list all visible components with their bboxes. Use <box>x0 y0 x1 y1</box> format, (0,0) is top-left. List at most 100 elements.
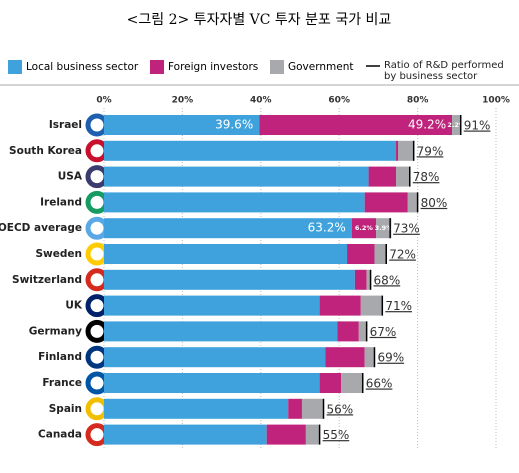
bar-segment <box>104 295 320 316</box>
legend-label: Local business sector <box>26 61 139 73</box>
x-tick-label: 0% <box>96 96 111 106</box>
ratio-label: 68% <box>374 273 401 287</box>
y-tick-label: France <box>42 377 82 389</box>
chart-title: <그림 2> 투자자별 VC 투자 분포 국가 비교 <box>127 12 392 28</box>
x-tick-label: 100% <box>482 96 510 106</box>
legend-label: Government <box>288 61 353 73</box>
bar-segment <box>396 166 410 187</box>
bar-segment <box>368 166 397 187</box>
ratio-label: 73% <box>393 222 420 236</box>
legend-swatch <box>270 60 284 74</box>
legend-swatch <box>8 60 22 74</box>
bar-segment <box>351 218 377 239</box>
bar-segment <box>319 373 342 393</box>
x-tick-label: 40% <box>250 96 272 106</box>
y-tick-label: Sweden <box>36 248 83 260</box>
bar-segment <box>104 166 369 187</box>
bar-segment <box>337 321 359 342</box>
ratio-label: 69% <box>377 351 404 365</box>
ratio-label: 56% <box>327 402 354 416</box>
flag-icon <box>85 242 109 266</box>
flag-icon <box>85 371 109 395</box>
legend-label: Foreign investors <box>168 61 258 73</box>
bar-segment <box>347 244 375 264</box>
flag-icon <box>85 345 109 369</box>
bar-segment <box>376 218 392 239</box>
ratio-label: 80% <box>421 196 448 210</box>
bar-segment <box>396 140 398 161</box>
bar-segment <box>364 192 408 213</box>
bar-segment <box>104 373 320 393</box>
flag-icon <box>85 113 109 137</box>
x-tick-label: 60% <box>328 96 350 106</box>
ratio-label: 71% <box>385 299 412 313</box>
ratio-label: 67% <box>370 325 397 339</box>
bar-segment <box>358 321 367 342</box>
bar-segment <box>288 398 302 419</box>
bar-segment <box>360 295 383 316</box>
bar-segment <box>104 192 365 213</box>
flag-icon <box>85 268 109 292</box>
ratio-label: 72% <box>389 248 416 262</box>
value-label: 49.2% <box>408 118 446 132</box>
value-label: 39.6% <box>215 118 253 132</box>
flag-icon <box>85 423 109 447</box>
bar-segment <box>341 373 363 393</box>
bar-segment <box>301 398 324 419</box>
flag-icon <box>85 294 109 318</box>
y-tick-label: Israel <box>49 119 82 131</box>
y-tick-label: Germany <box>29 325 82 337</box>
flag-icon <box>85 319 109 343</box>
value-label: 3.9% <box>375 224 394 232</box>
bar-segment <box>354 269 367 290</box>
ratio-label: 66% <box>366 377 393 391</box>
bar-segment <box>266 424 306 445</box>
y-tick-label: OECD average <box>0 222 82 234</box>
bar-segment <box>104 140 397 161</box>
bar-segment <box>104 269 355 290</box>
x-tick-label: 80% <box>407 96 429 106</box>
ratio-label: 55% <box>323 428 350 442</box>
x-tick-label: 20% <box>172 96 194 106</box>
bar-segment <box>407 192 418 213</box>
bar-segment <box>325 347 365 368</box>
bar-segment <box>104 321 338 342</box>
y-tick-label: Canada <box>38 429 82 441</box>
bar-segment <box>104 398 289 419</box>
bar-segment <box>374 244 387 264</box>
bar-segment <box>104 244 348 264</box>
bar-segment <box>305 424 320 445</box>
bar-segment <box>364 347 375 368</box>
y-tick-label: Ireland <box>40 196 82 208</box>
ratio-label: 91% <box>464 119 491 133</box>
y-tick-label: Switzerland <box>12 274 82 286</box>
bar-segment <box>398 140 414 161</box>
y-tick-label: UK <box>65 300 83 312</box>
flag-icon <box>85 190 109 214</box>
legend-label-wrap: Ratio of R&D performed by business secto… <box>384 60 504 82</box>
bar-segment <box>104 218 352 239</box>
flag-icon <box>85 139 109 163</box>
value-label: 6.2% <box>355 224 374 232</box>
flag-icon <box>85 216 109 240</box>
bar-segment <box>366 269 371 290</box>
bar-segment <box>452 115 461 135</box>
bar-segment <box>104 424 267 445</box>
value-label: 2.2% <box>447 121 466 129</box>
ratio-label: 78% <box>413 170 440 184</box>
bar-segment <box>104 115 260 135</box>
flag-icon <box>85 397 109 421</box>
value-label: 63.2% <box>308 221 346 235</box>
y-tick-label: USA <box>58 171 83 183</box>
legend-swatch <box>150 60 164 74</box>
y-tick-label: Finland <box>38 351 82 363</box>
legend-label: Ratio of R&D performed by business secto… <box>384 60 504 82</box>
ratio-label: 79% <box>417 144 444 158</box>
bar-segment <box>104 347 326 368</box>
flag-icon <box>85 165 109 189</box>
bar-segment <box>259 115 453 135</box>
y-tick-label: Spain <box>49 403 82 415</box>
bar-segment <box>319 295 361 316</box>
y-tick-label: South Korea <box>9 145 82 157</box>
